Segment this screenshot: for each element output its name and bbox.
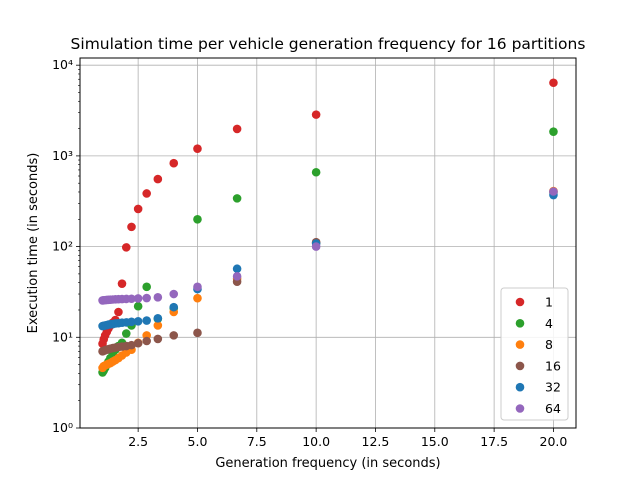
- x-axis-label: Generation frequency (in seconds): [215, 456, 440, 471]
- legend-label-64: 64: [545, 401, 561, 416]
- data-point-series-16: [153, 334, 163, 344]
- data-point-series-4: [121, 329, 131, 338]
- chart-title: Simulation time per vehicle generation f…: [71, 35, 586, 53]
- x-tick-label: 7.5: [247, 434, 267, 449]
- data-point-series-4: [311, 167, 321, 177]
- y-tick-label: 10¹: [52, 329, 73, 344]
- data-point-series-1: [549, 78, 558, 88]
- legend-marker-16: [515, 361, 525, 371]
- x-tick-label: 10.0: [302, 434, 330, 449]
- data-point-series-64: [142, 293, 151, 303]
- y-tick-label: 10⁰: [52, 420, 73, 435]
- data-point-series-64: [193, 282, 202, 292]
- data-point-series-32: [232, 264, 242, 274]
- data-point-series-4: [193, 214, 202, 224]
- data-point-series-8: [193, 293, 202, 303]
- data-point-series-64: [127, 294, 136, 304]
- data-point-series-32: [142, 316, 151, 325]
- data-point-series-1: [232, 124, 242, 134]
- data-point-series-1: [133, 204, 143, 214]
- legend-marker-64: [515, 404, 525, 413]
- data-point-series-1: [142, 189, 151, 198]
- y-tick-label: 10³: [52, 148, 73, 163]
- data-point-series-32: [169, 302, 179, 312]
- x-tick-label: 17.5: [480, 434, 508, 449]
- legend-label-4: 4: [545, 316, 553, 331]
- data-point-series-1: [127, 222, 136, 232]
- legend-label-32: 32: [545, 380, 561, 395]
- data-point-series-1: [153, 174, 163, 184]
- data-point-series-32: [127, 317, 136, 327]
- data-point-series-64: [232, 272, 242, 281]
- data-point-series-1: [117, 279, 127, 288]
- data-point-series-64: [549, 187, 558, 196]
- legend-label-1: 1: [545, 295, 553, 310]
- data-point-series-4: [549, 127, 558, 136]
- legend-label-16: 16: [545, 358, 561, 373]
- data-point-series-1: [169, 158, 179, 168]
- y-tick-label: 10²: [52, 239, 73, 254]
- data-point-series-16: [169, 331, 179, 340]
- legend-marker-8: [515, 340, 525, 349]
- plot-frame: [79, 57, 577, 429]
- data-points: [98, 78, 558, 377]
- x-tick-label: 2.5: [128, 434, 148, 449]
- legend-label-8: 8: [545, 337, 553, 352]
- y-axis-label: Execution time (in seconds): [26, 153, 41, 334]
- x-tick-label: 5.0: [188, 434, 208, 449]
- data-point-series-64: [311, 242, 321, 251]
- data-point-series-1: [121, 243, 131, 252]
- data-point-series-8: [153, 321, 163, 330]
- data-point-series-16: [133, 338, 143, 348]
- data-point-series-1: [114, 307, 123, 317]
- data-point-series-1: [193, 144, 202, 154]
- data-point-series-64: [133, 294, 143, 303]
- y-axis-ticks: 10⁰ 10¹ 10² 10³ 10⁴: [52, 57, 80, 435]
- legend-marker-1: [515, 297, 525, 307]
- data-point-series-4: [142, 282, 151, 292]
- legend: 1 4 8 16 32 64: [500, 287, 569, 421]
- data-point-series-1: [311, 110, 321, 119]
- legend-marker-4: [515, 319, 525, 328]
- data-point-series-64: [169, 289, 179, 299]
- data-point-series-16: [193, 328, 202, 338]
- x-tick-label: 15.0: [421, 434, 449, 449]
- data-point-series-4: [133, 301, 143, 311]
- data-point-series-64: [153, 293, 163, 302]
- data-point-series-32: [133, 317, 143, 326]
- data-point-series-16: [142, 336, 151, 346]
- legend-marker-32: [515, 382, 525, 392]
- x-tick-label: 20.0: [540, 434, 568, 449]
- y-tick-label: 10⁴: [52, 57, 73, 72]
- data-point-series-32: [153, 313, 163, 323]
- x-tick-label: 12.5: [362, 434, 390, 449]
- data-point-series-16: [127, 340, 136, 350]
- x-axis-ticks: 2.5 5.0 7.5 10.0 12.5 15.0 17.5 20.0: [128, 428, 567, 449]
- data-point-series-4: [232, 194, 242, 203]
